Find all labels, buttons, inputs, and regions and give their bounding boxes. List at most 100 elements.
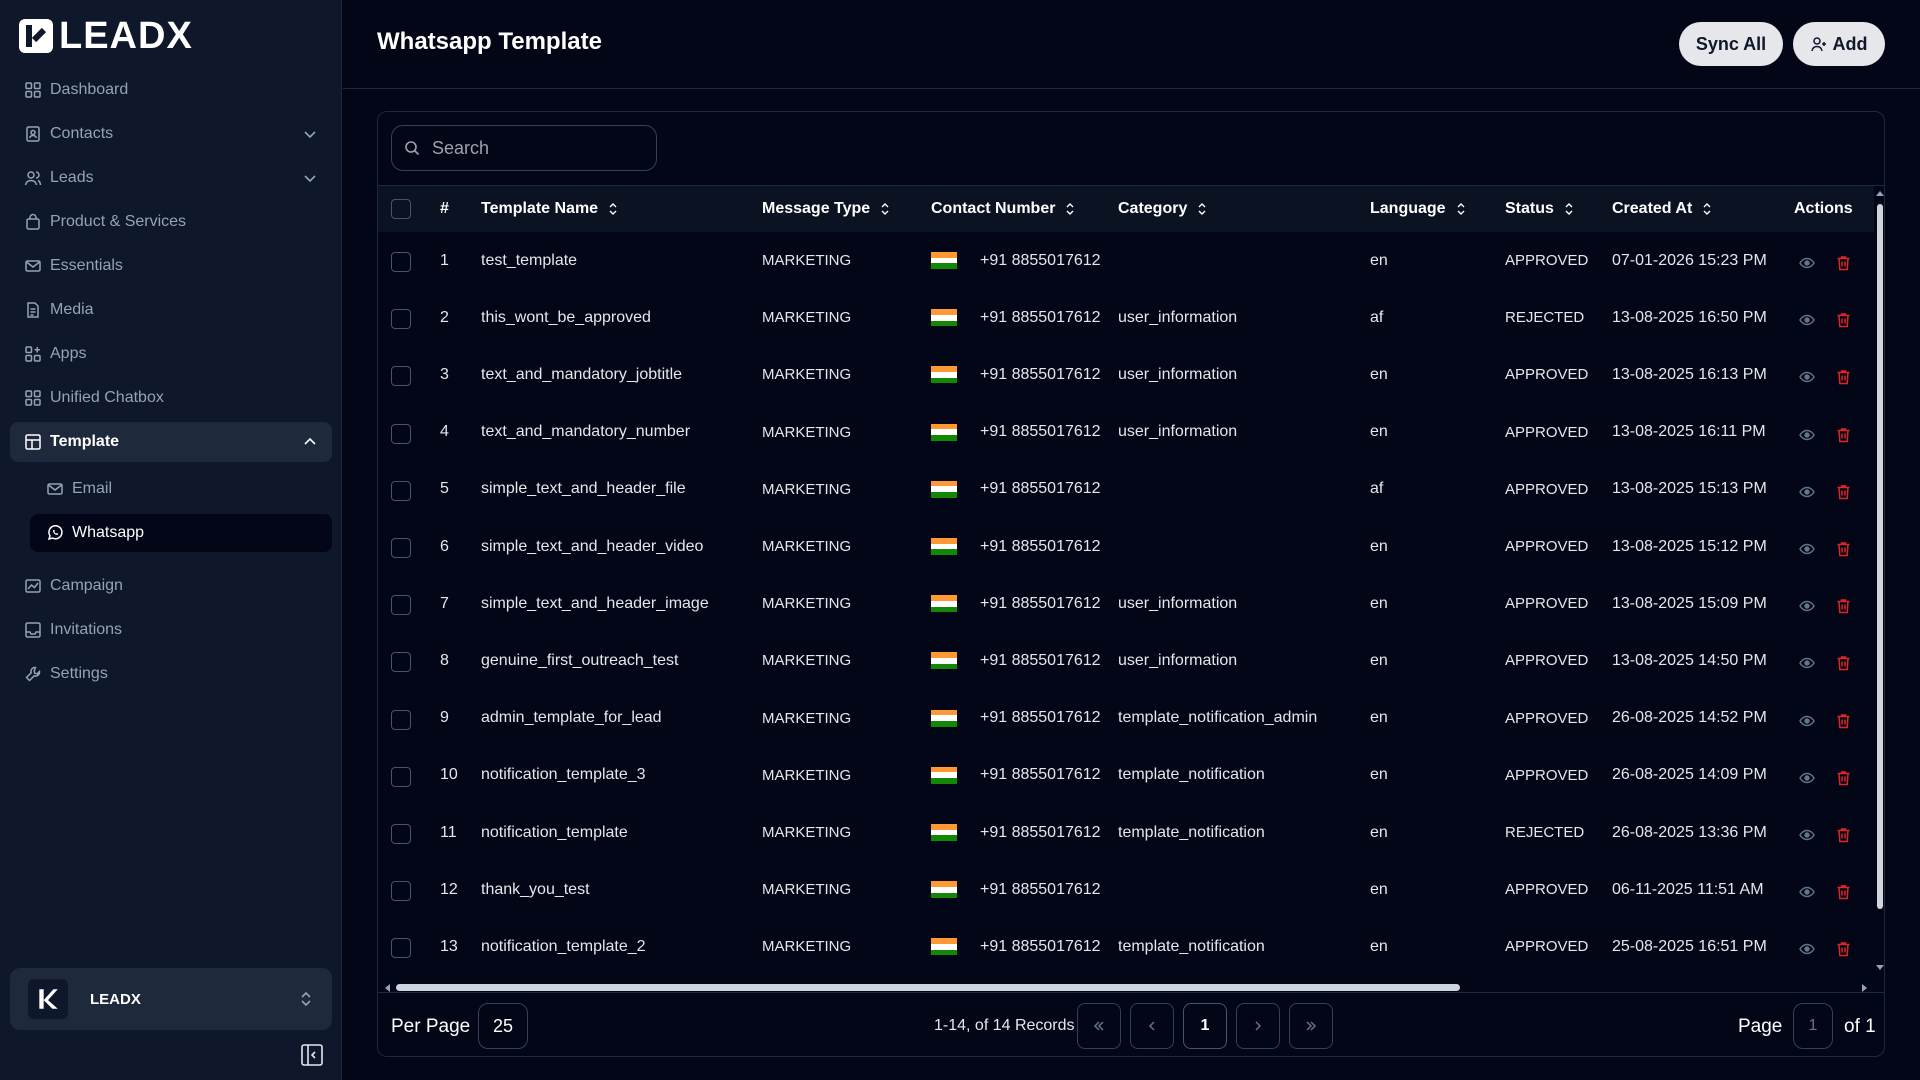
next-page-button[interactable] — [1236, 1003, 1280, 1049]
delete-trash-icon[interactable] — [1834, 940, 1852, 958]
india-flag-icon — [931, 861, 957, 918]
search-input[interactable] — [432, 137, 632, 159]
table-row[interactable]: 4 text_and_mandatory_number MARKETING +91 8… — [378, 404, 1874, 461]
sidebar-subitem-whatsapp[interactable]: Whatsapp — [30, 514, 332, 552]
delete-trash-icon[interactable] — [1834, 883, 1852, 901]
cell-contact-number: +91 8855017612 — [980, 594, 1101, 612]
view-eye-icon[interactable] — [1798, 540, 1816, 558]
row-checkbox[interactable] — [391, 423, 411, 444]
table-row[interactable]: 3 text_and_mandatory_jobtitle MARKETING +91… — [378, 346, 1874, 403]
last-page-button[interactable] — [1289, 1003, 1333, 1049]
horizontal-scrollbar-thumb[interactable] — [396, 984, 1460, 991]
column-header-template-name[interactable]: Template Name — [481, 186, 618, 232]
table-row[interactable]: 8 genuine_first_outreach_test MARKETING +91… — [378, 632, 1874, 689]
sidebar-item-template[interactable]: Template — [10, 422, 332, 462]
row-checkbox[interactable] — [391, 595, 411, 616]
sidebar-item-campaign[interactable]: Campaign — [10, 566, 332, 606]
sidebar-collapse-icon[interactable] — [300, 1043, 324, 1067]
brand-logo[interactable]: LEADX — [19, 12, 193, 60]
table-row[interactable]: 11 notification_template MARKETING +91 8855… — [378, 804, 1874, 861]
cell-contact-number: +91 8855017612 — [980, 766, 1101, 784]
scroll-down-icon[interactable] — [1874, 963, 1885, 973]
view-eye-icon[interactable] — [1798, 940, 1816, 958]
vertical-scrollbar-thumb[interactable] — [1877, 204, 1883, 909]
table-row[interactable]: 9 admin_template_for_lead MARKETING +91 885… — [378, 690, 1874, 747]
row-checkbox[interactable] — [391, 480, 411, 501]
delete-trash-icon[interactable] — [1834, 654, 1852, 672]
view-eye-icon[interactable] — [1798, 254, 1816, 272]
delete-trash-icon[interactable] — [1834, 540, 1852, 558]
delete-trash-icon[interactable] — [1834, 426, 1852, 444]
sidebar-item-apps[interactable]: Apps — [10, 334, 332, 374]
column-header-created-at[interactable]: Created At — [1612, 186, 1712, 232]
column-header-language[interactable]: Language — [1370, 186, 1466, 232]
sidebar-item-leads[interactable]: Leads — [10, 158, 332, 198]
sidebar-subitem-email[interactable]: Email — [30, 470, 332, 508]
column-header-contact-number[interactable]: Contact Number — [931, 186, 1075, 232]
row-checkbox[interactable] — [391, 252, 411, 272]
view-eye-icon[interactable] — [1798, 769, 1816, 787]
select-all-checkbox[interactable] — [391, 199, 411, 219]
row-checkbox[interactable] — [391, 824, 411, 844]
view-eye-icon[interactable] — [1798, 368, 1816, 386]
view-eye-icon[interactable] — [1798, 311, 1816, 329]
delete-trash-icon[interactable] — [1834, 254, 1852, 272]
row-checkbox[interactable] — [391, 309, 411, 330]
table-row[interactable]: 10 notification_template_3 MARKETING +91 88… — [378, 747, 1874, 804]
workspace-switcher[interactable]: LEADX — [10, 968, 332, 1030]
search-box[interactable] — [391, 125, 657, 171]
table-row[interactable]: 7 simple_text_and_header_image MARKETING +9… — [378, 575, 1874, 632]
view-eye-icon[interactable] — [1798, 712, 1816, 730]
row-checkbox[interactable] — [391, 881, 411, 902]
column-header-category[interactable]: Category — [1118, 186, 1207, 232]
india-flag-icon — [931, 575, 957, 632]
sidebar-item-contacts[interactable]: Contacts — [10, 114, 332, 154]
sidebar-item-essentials[interactable]: Essentials — [10, 246, 332, 286]
view-eye-icon[interactable] — [1798, 597, 1816, 615]
table-row[interactable]: 13 notification_template_2 MARKETING +91 88… — [378, 918, 1874, 975]
scroll-right-icon[interactable] — [1860, 982, 1870, 994]
delete-trash-icon[interactable] — [1834, 311, 1852, 329]
table-row[interactable]: 5 simple_text_and_header_file MARKETING +91… — [378, 461, 1874, 518]
sidebar-item-unified-chatbox[interactable]: Unified Chatbox — [10, 378, 332, 418]
view-eye-icon[interactable] — [1798, 826, 1816, 844]
sidebar-item-dashboard[interactable]: Dashboard — [10, 70, 332, 110]
column-header-message-type[interactable]: Message Type — [762, 186, 890, 232]
scroll-left-icon[interactable] — [382, 982, 392, 994]
delete-trash-icon[interactable] — [1834, 769, 1852, 787]
page-button-current[interactable]: 1 — [1183, 1003, 1227, 1049]
view-eye-icon[interactable] — [1798, 483, 1816, 501]
scroll-up-icon[interactable] — [1874, 188, 1885, 198]
view-eye-icon[interactable] — [1798, 883, 1816, 901]
sort-icon — [1457, 203, 1465, 215]
prev-page-button[interactable] — [1130, 1003, 1174, 1049]
sidebar-item-invitations[interactable]: Invitations — [10, 610, 332, 650]
table-row[interactable]: 6 simple_text_and_header_video MARKETING +9… — [378, 518, 1874, 575]
delete-trash-icon[interactable] — [1834, 826, 1852, 844]
delete-trash-icon[interactable] — [1834, 368, 1852, 386]
row-checkbox[interactable] — [391, 652, 411, 673]
sync-all-button[interactable]: Sync All — [1679, 22, 1783, 66]
add-button[interactable]: Add — [1793, 22, 1885, 66]
delete-trash-icon[interactable] — [1834, 712, 1852, 730]
sidebar-item-product-services[interactable]: Product & Services — [10, 202, 332, 242]
view-eye-icon[interactable] — [1798, 426, 1816, 444]
row-checkbox[interactable] — [391, 766, 411, 787]
sidebar-item-settings[interactable]: Settings — [10, 654, 332, 694]
row-checkbox[interactable] — [391, 538, 411, 558]
per-page-select[interactable]: 25 — [478, 1003, 528, 1049]
delete-trash-icon[interactable] — [1834, 483, 1852, 501]
row-checkbox[interactable] — [391, 938, 411, 959]
page-number-input[interactable]: 1 — [1793, 1003, 1833, 1049]
table-row[interactable]: 2 this_wont_be_approved MARKETING +91 88550… — [378, 289, 1874, 346]
row-checkbox[interactable] — [391, 366, 411, 387]
cell-contact-number: +91 8855017612 — [980, 937, 1101, 955]
row-checkbox[interactable] — [391, 709, 411, 730]
delete-trash-icon[interactable] — [1834, 597, 1852, 615]
view-eye-icon[interactable] — [1798, 654, 1816, 672]
table-row[interactable]: 12 thank_you_test MARKETING +91 8855017612 e… — [378, 861, 1874, 918]
first-page-button[interactable] — [1077, 1003, 1121, 1049]
table-row[interactable]: 1 test_template MARKETING +91 8855017612 en A… — [378, 232, 1874, 289]
column-header-status[interactable]: Status — [1505, 186, 1574, 232]
sidebar-item-media[interactable]: Media — [10, 290, 332, 330]
